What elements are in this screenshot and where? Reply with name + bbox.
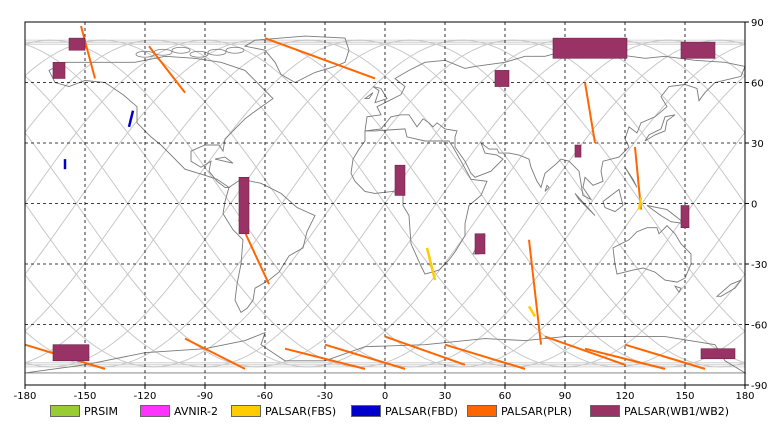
wb-swath — [574, 144, 582, 158]
continent-outline — [24, 331, 747, 374]
legend-swatch — [351, 405, 381, 417]
wb-swath — [700, 348, 736, 360]
x-tick-label: -60 — [257, 391, 273, 400]
continent-outline — [48, 55, 274, 188]
island-outline — [673, 285, 682, 294]
plr-track — [584, 82, 596, 144]
data-layer — [24, 25, 736, 370]
plr-track — [284, 347, 366, 370]
x-tick-label: 0 — [382, 391, 388, 400]
island-outline — [602, 188, 624, 213]
plr-track — [264, 37, 376, 80]
wb-swath — [680, 41, 716, 59]
x-tick-label: 60 — [499, 391, 512, 400]
island-outline — [644, 114, 676, 142]
y-tick-label: -30 — [751, 260, 767, 271]
legend-label: PALSAR(FBD) — [385, 404, 458, 418]
y-tick-label: 0 — [751, 200, 757, 211]
continent-outline — [243, 35, 350, 84]
wb-swath — [52, 344, 90, 362]
x-tick-label: 90 — [559, 391, 572, 400]
wb-swath — [494, 70, 510, 87]
island-outline — [624, 166, 638, 188]
legend-item: PRSIM — [50, 404, 118, 418]
continent-outline — [364, 45, 746, 201]
x-tick-label: -120 — [134, 391, 157, 400]
legend-swatch — [50, 405, 80, 417]
island-outline — [171, 46, 191, 54]
axis-layer: -180 -150 -120 -90 -60 -30 0 30 60 90 120 150 180 90 6… — [14, 18, 768, 400]
wb-swath — [394, 164, 406, 196]
y-tick-label: -90 — [751, 381, 767, 392]
x-tick-label: 30 — [439, 391, 452, 400]
legend-swatch — [140, 405, 170, 417]
x-tick-label: 180 — [735, 391, 754, 400]
plr-track — [324, 343, 406, 370]
island-outline — [214, 156, 234, 164]
plr-track — [184, 337, 246, 370]
legend-swatch — [467, 405, 497, 417]
y-tick-label: -60 — [751, 321, 767, 332]
legend-label: PALSAR(WB1/WB2) — [624, 404, 730, 418]
continent-outline — [222, 178, 316, 314]
fbs-swath — [637, 197, 643, 210]
island-outline — [646, 205, 687, 225]
map-chart: -180 -150 -120 -90 -60 -30 0 30 60 90 120 150 180 90 6… — [14, 18, 768, 400]
wb-swath — [238, 176, 250, 235]
y-tick-label: 30 — [751, 139, 764, 150]
island-outline — [189, 50, 209, 58]
plr-track — [528, 239, 542, 345]
wb-swath — [52, 62, 66, 79]
fbs-swath — [425, 247, 437, 281]
continent-outline — [350, 128, 488, 275]
legend-swatch — [231, 405, 261, 417]
plr-track — [148, 45, 186, 94]
fbd-swath — [127, 110, 135, 128]
legend-item: PALSAR(WB1/WB2) — [590, 404, 729, 418]
plr-track — [80, 25, 96, 79]
island-outline — [372, 86, 388, 104]
plr-track — [584, 347, 666, 370]
wb-swath — [474, 233, 486, 255]
x-tick-label: 120 — [615, 391, 634, 400]
island-outline — [225, 46, 245, 54]
wb-swath — [552, 37, 628, 59]
legend-item: PALSAR(FBS) — [231, 404, 336, 418]
legend-label: PALSAR(FBS) — [265, 404, 337, 418]
wb-swath — [68, 37, 86, 51]
legend-label: AVNIR-2 — [174, 404, 218, 418]
fbs-swath — [527, 305, 537, 318]
legend-item: PALSAR(FBD) — [351, 404, 458, 418]
legend: PRSIM AVNIR-2 PALSAR(FBS) PALSAR(FBD) PALSAR… — [0, 400, 770, 422]
legend-item: PALSAR(PLR) — [467, 404, 572, 418]
wb-swath — [680, 205, 690, 228]
legend-label: PRSIM — [84, 404, 118, 418]
x-tick-label: 150 — [675, 391, 694, 400]
plr-track — [544, 335, 626, 366]
x-tick-label: -30 — [317, 391, 333, 400]
y-tick-label: 60 — [751, 79, 764, 90]
island-outline — [363, 92, 374, 100]
x-tick-label: -180 — [14, 391, 37, 400]
plr-track — [384, 335, 466, 366]
plr-track — [624, 343, 706, 370]
legend-item: AVNIR-2 — [140, 404, 218, 418]
plr-track — [444, 343, 526, 370]
x-tick-label: -150 — [74, 391, 97, 400]
island-outline — [574, 193, 596, 216]
x-tick-label: -90 — [197, 391, 213, 400]
island-outline — [715, 279, 743, 297]
legend-label: PALSAR(PLR) — [501, 404, 572, 418]
continent-outline — [612, 225, 692, 283]
island-outline — [544, 184, 550, 192]
y-tick-label: 90 — [751, 18, 764, 29]
island-outline — [207, 48, 227, 56]
legend-swatch — [590, 405, 620, 417]
